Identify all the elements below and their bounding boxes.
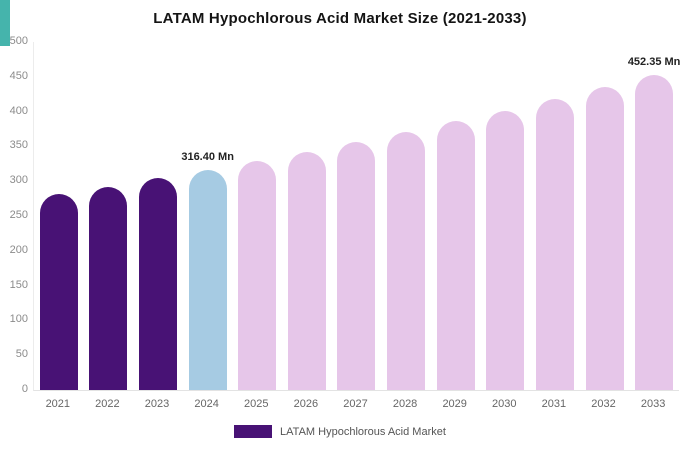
x-tick-label-2033: 2033 (640, 398, 666, 410)
y-tick-label: 350 (9, 139, 28, 152)
y-tick-label: 200 (9, 243, 28, 256)
x-tick-label-2029: 2029 (442, 398, 467, 410)
x-tick-label-2032: 2032 (591, 398, 616, 410)
bar-2030[interactable] (486, 110, 525, 390)
x-tick-label-2022: 2022 (95, 398, 120, 410)
y-tick-label: 500 (9, 35, 28, 47)
x-tick-label-2023: 2023 (144, 398, 170, 410)
bar-2025[interactable] (238, 160, 277, 390)
bar-2024[interactable] (188, 169, 227, 390)
y-tick-label: 400 (9, 104, 28, 117)
y-tick-label: 0 (21, 383, 28, 395)
bar-2031[interactable] (535, 99, 574, 390)
chart-bar-slot (282, 42, 332, 390)
x-tick-label-2025: 2025 (244, 398, 269, 410)
y-axis: 0 50 100 150 200 250 300 350 400 450 500 (0, 35, 28, 395)
bar-2032[interactable] (585, 87, 624, 390)
chart-bar-slot: 316.40 Mn (181, 42, 234, 390)
bar-value-label: 452.35 Mn (627, 56, 680, 69)
chart-bar-slot (580, 42, 630, 390)
page-edge-accent (0, 0, 10, 46)
x-tick-label-2021: 2021 (45, 398, 71, 410)
chart-bar-slot: 452.35 Mn (627, 42, 680, 390)
chart-bar-slot (480, 42, 530, 390)
chart-bar-slot (381, 42, 431, 390)
chart-bar-slot (232, 42, 282, 390)
x-tick-label-2028: 2028 (392, 398, 418, 410)
chart-bar-slot (133, 42, 183, 390)
y-tick-label: 450 (9, 69, 28, 82)
y-tick-label: 100 (9, 313, 28, 326)
plot-area: 316.40 Mn 452.35 Mn (33, 42, 680, 391)
chart-bar-slot (332, 42, 382, 390)
y-tick-label: 150 (9, 278, 28, 291)
bar-2021[interactable] (39, 194, 78, 390)
x-tick-label-2031: 2031 (541, 398, 567, 410)
y-tick-label: 250 (9, 209, 28, 221)
legend[interactable]: LATAM Hypochlorous Acid Market (0, 425, 680, 438)
x-tick-label-2026: 2026 (293, 398, 319, 410)
bar-2026[interactable] (287, 151, 326, 390)
chart-bar-slot (84, 42, 134, 390)
bar-2027[interactable] (337, 141, 376, 390)
bar-2022[interactable] (89, 186, 128, 390)
bar-2023[interactable] (139, 178, 178, 390)
chart-bar-slot (530, 42, 580, 390)
x-tick-label-2024: 2024 (194, 398, 219, 410)
bar-2028[interactable] (387, 131, 426, 390)
y-tick-label: 300 (9, 174, 28, 187)
chart-title: LATAM Hypochlorous Acid Market Size (202… (153, 10, 527, 27)
x-tick-label-2030: 2030 (492, 398, 517, 410)
chart-bar-slot (431, 42, 481, 390)
chart-bar-slot (34, 42, 84, 390)
legend-label: LATAM Hypochlorous Acid Market (280, 425, 446, 438)
bar-2033[interactable] (635, 75, 674, 390)
x-tick-label-2027: 2027 (343, 398, 368, 410)
legend-marker (234, 425, 273, 438)
bar-value-label: 316.40 Mn (181, 150, 234, 163)
x-axis: 2021 2022 2023 2024 2025 2026 2027 2028 2029 2030… (33, 391, 678, 410)
y-tick-label: 50 (15, 348, 28, 361)
bar-2029[interactable] (436, 121, 475, 390)
